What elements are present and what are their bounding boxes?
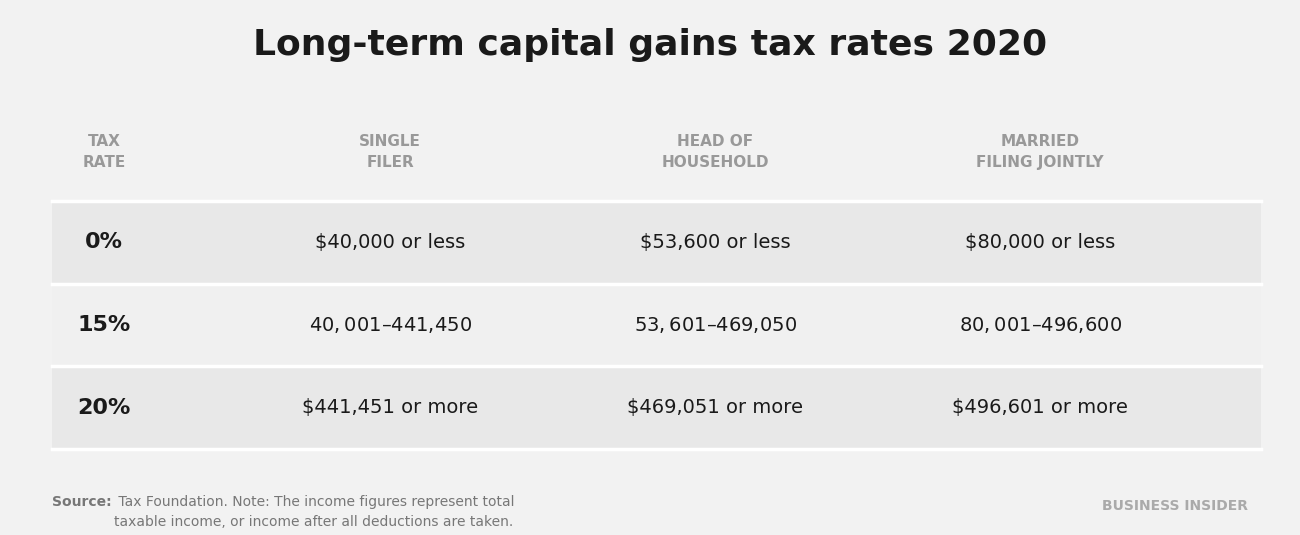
Text: $80,000 or less: $80,000 or less (965, 233, 1115, 251)
Text: BUSINESS INSIDER: BUSINESS INSIDER (1102, 499, 1248, 513)
Text: 20%: 20% (77, 398, 131, 418)
Text: SINGLE
FILER: SINGLE FILER (359, 134, 421, 171)
Text: $40,001–$441,450: $40,001–$441,450 (308, 315, 472, 335)
Text: $469,051 or more: $469,051 or more (627, 399, 803, 417)
Text: $441,451 or more: $441,451 or more (302, 399, 478, 417)
Text: Source:: Source: (52, 495, 112, 509)
Text: $53,600 or less: $53,600 or less (640, 233, 790, 251)
Text: $80,001–$496,600: $80,001–$496,600 (958, 315, 1122, 335)
Text: 0%: 0% (84, 232, 124, 252)
Text: TAX
RATE: TAX RATE (82, 134, 126, 171)
Text: $40,000 or less: $40,000 or less (315, 233, 465, 251)
Text: Tax Foundation. Note: The income figures represent total
taxable income, or inco: Tax Foundation. Note: The income figures… (114, 495, 515, 530)
Text: $53,601–$469,050: $53,601–$469,050 (633, 315, 797, 335)
Bar (52, 366, 1261, 449)
Bar (52, 201, 1261, 284)
Text: HEAD OF
HOUSEHOLD: HEAD OF HOUSEHOLD (662, 134, 768, 171)
Text: MARRIED
FILING JOINTLY: MARRIED FILING JOINTLY (976, 134, 1104, 171)
Bar (52, 284, 1261, 366)
Text: 15%: 15% (78, 315, 130, 335)
Text: $496,601 or more: $496,601 or more (952, 399, 1128, 417)
Text: Long-term capital gains tax rates 2020: Long-term capital gains tax rates 2020 (254, 28, 1046, 63)
